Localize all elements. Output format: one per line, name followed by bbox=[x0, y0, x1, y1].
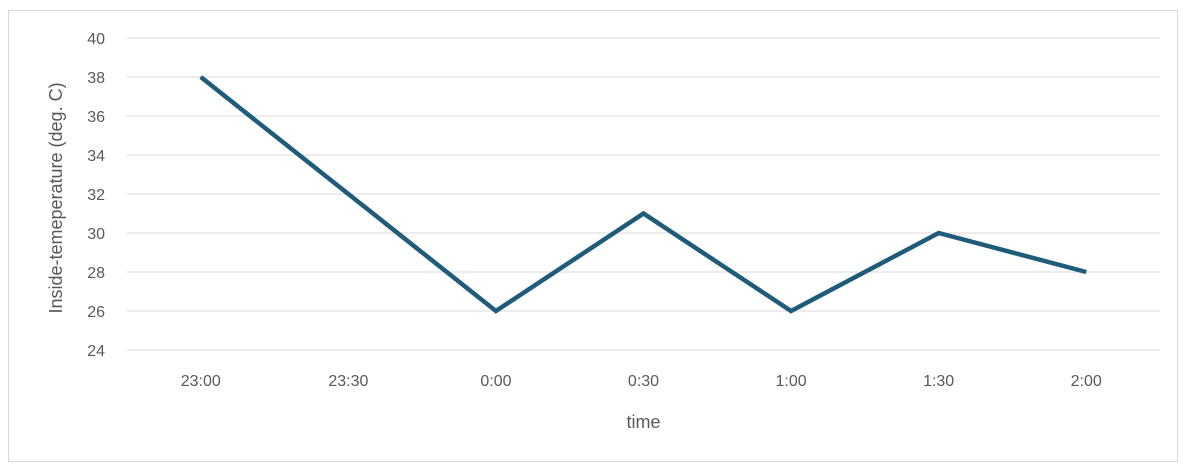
y-tick-label: 26 bbox=[87, 304, 105, 321]
x-tick-label: 2:00 bbox=[1071, 373, 1102, 390]
data-point bbox=[1085, 271, 1087, 273]
x-tick-label: 0:00 bbox=[480, 373, 511, 390]
y-tick-label: 36 bbox=[87, 109, 105, 126]
x-tick-label: 1:30 bbox=[923, 373, 954, 390]
y-tick-label: 40 bbox=[87, 31, 105, 48]
y-tick-labels: 24 26 28 30 32 34 36 38 40 bbox=[87, 31, 105, 360]
data-point bbox=[347, 193, 349, 195]
data-point bbox=[495, 310, 497, 312]
x-axis-title: time bbox=[626, 412, 660, 432]
y-tick-label: 30 bbox=[87, 226, 105, 243]
y-tick-label: 32 bbox=[87, 187, 105, 204]
y-tick-label: 24 bbox=[87, 343, 105, 360]
data-point bbox=[938, 232, 940, 234]
gridlines bbox=[127, 37, 1160, 351]
x-tick-label: 1:00 bbox=[776, 373, 807, 390]
y-tick-label: 38 bbox=[87, 70, 105, 87]
y-tick-label: 28 bbox=[87, 265, 105, 282]
y-tick-label: 34 bbox=[87, 148, 105, 165]
data-point bbox=[643, 213, 644, 214]
x-tick-labels: 23:00 23:30 0:00 0:30 1:00 1:30 2:00 bbox=[181, 373, 1102, 390]
x-tick-label: 23:00 bbox=[181, 373, 221, 390]
x-tick-label: 0:30 bbox=[628, 373, 659, 390]
y-axis-title: Inside-temeperature (deg. C) bbox=[46, 82, 66, 313]
data-point bbox=[790, 310, 792, 312]
chart-frame bbox=[8, 10, 1178, 462]
x-tick-label: 23:30 bbox=[328, 373, 368, 390]
data-point bbox=[200, 76, 202, 78]
series-group bbox=[199, 75, 1087, 314]
